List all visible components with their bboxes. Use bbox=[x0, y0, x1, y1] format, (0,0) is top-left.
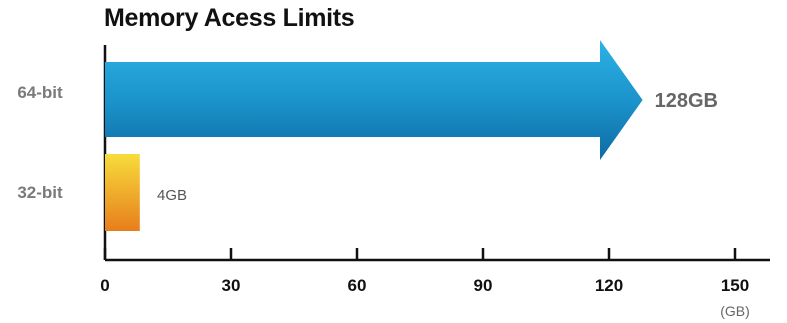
x-tick-label-90: 90 bbox=[474, 276, 493, 295]
category-label-32-bit: 32-bit bbox=[17, 183, 63, 202]
x-tick-label-150: 150 bbox=[721, 276, 749, 295]
x-tick-label-60: 60 bbox=[348, 276, 367, 295]
data-label-64-bit: 128GB bbox=[655, 90, 718, 112]
x-tick-label-30: 30 bbox=[222, 276, 241, 295]
x-axis-unit: (GB) bbox=[720, 303, 750, 319]
category-label-64-bit: 64-bit bbox=[17, 83, 63, 102]
bar-32-bit bbox=[105, 154, 140, 231]
x-tick-label-0: 0 bbox=[100, 276, 109, 295]
chart-title: Memory Acess Limits bbox=[104, 4, 355, 32]
x-tick-label-120: 120 bbox=[595, 276, 623, 295]
data-label-32-bit: 4GB bbox=[157, 187, 187, 204]
bar-64-bit bbox=[105, 40, 643, 160]
